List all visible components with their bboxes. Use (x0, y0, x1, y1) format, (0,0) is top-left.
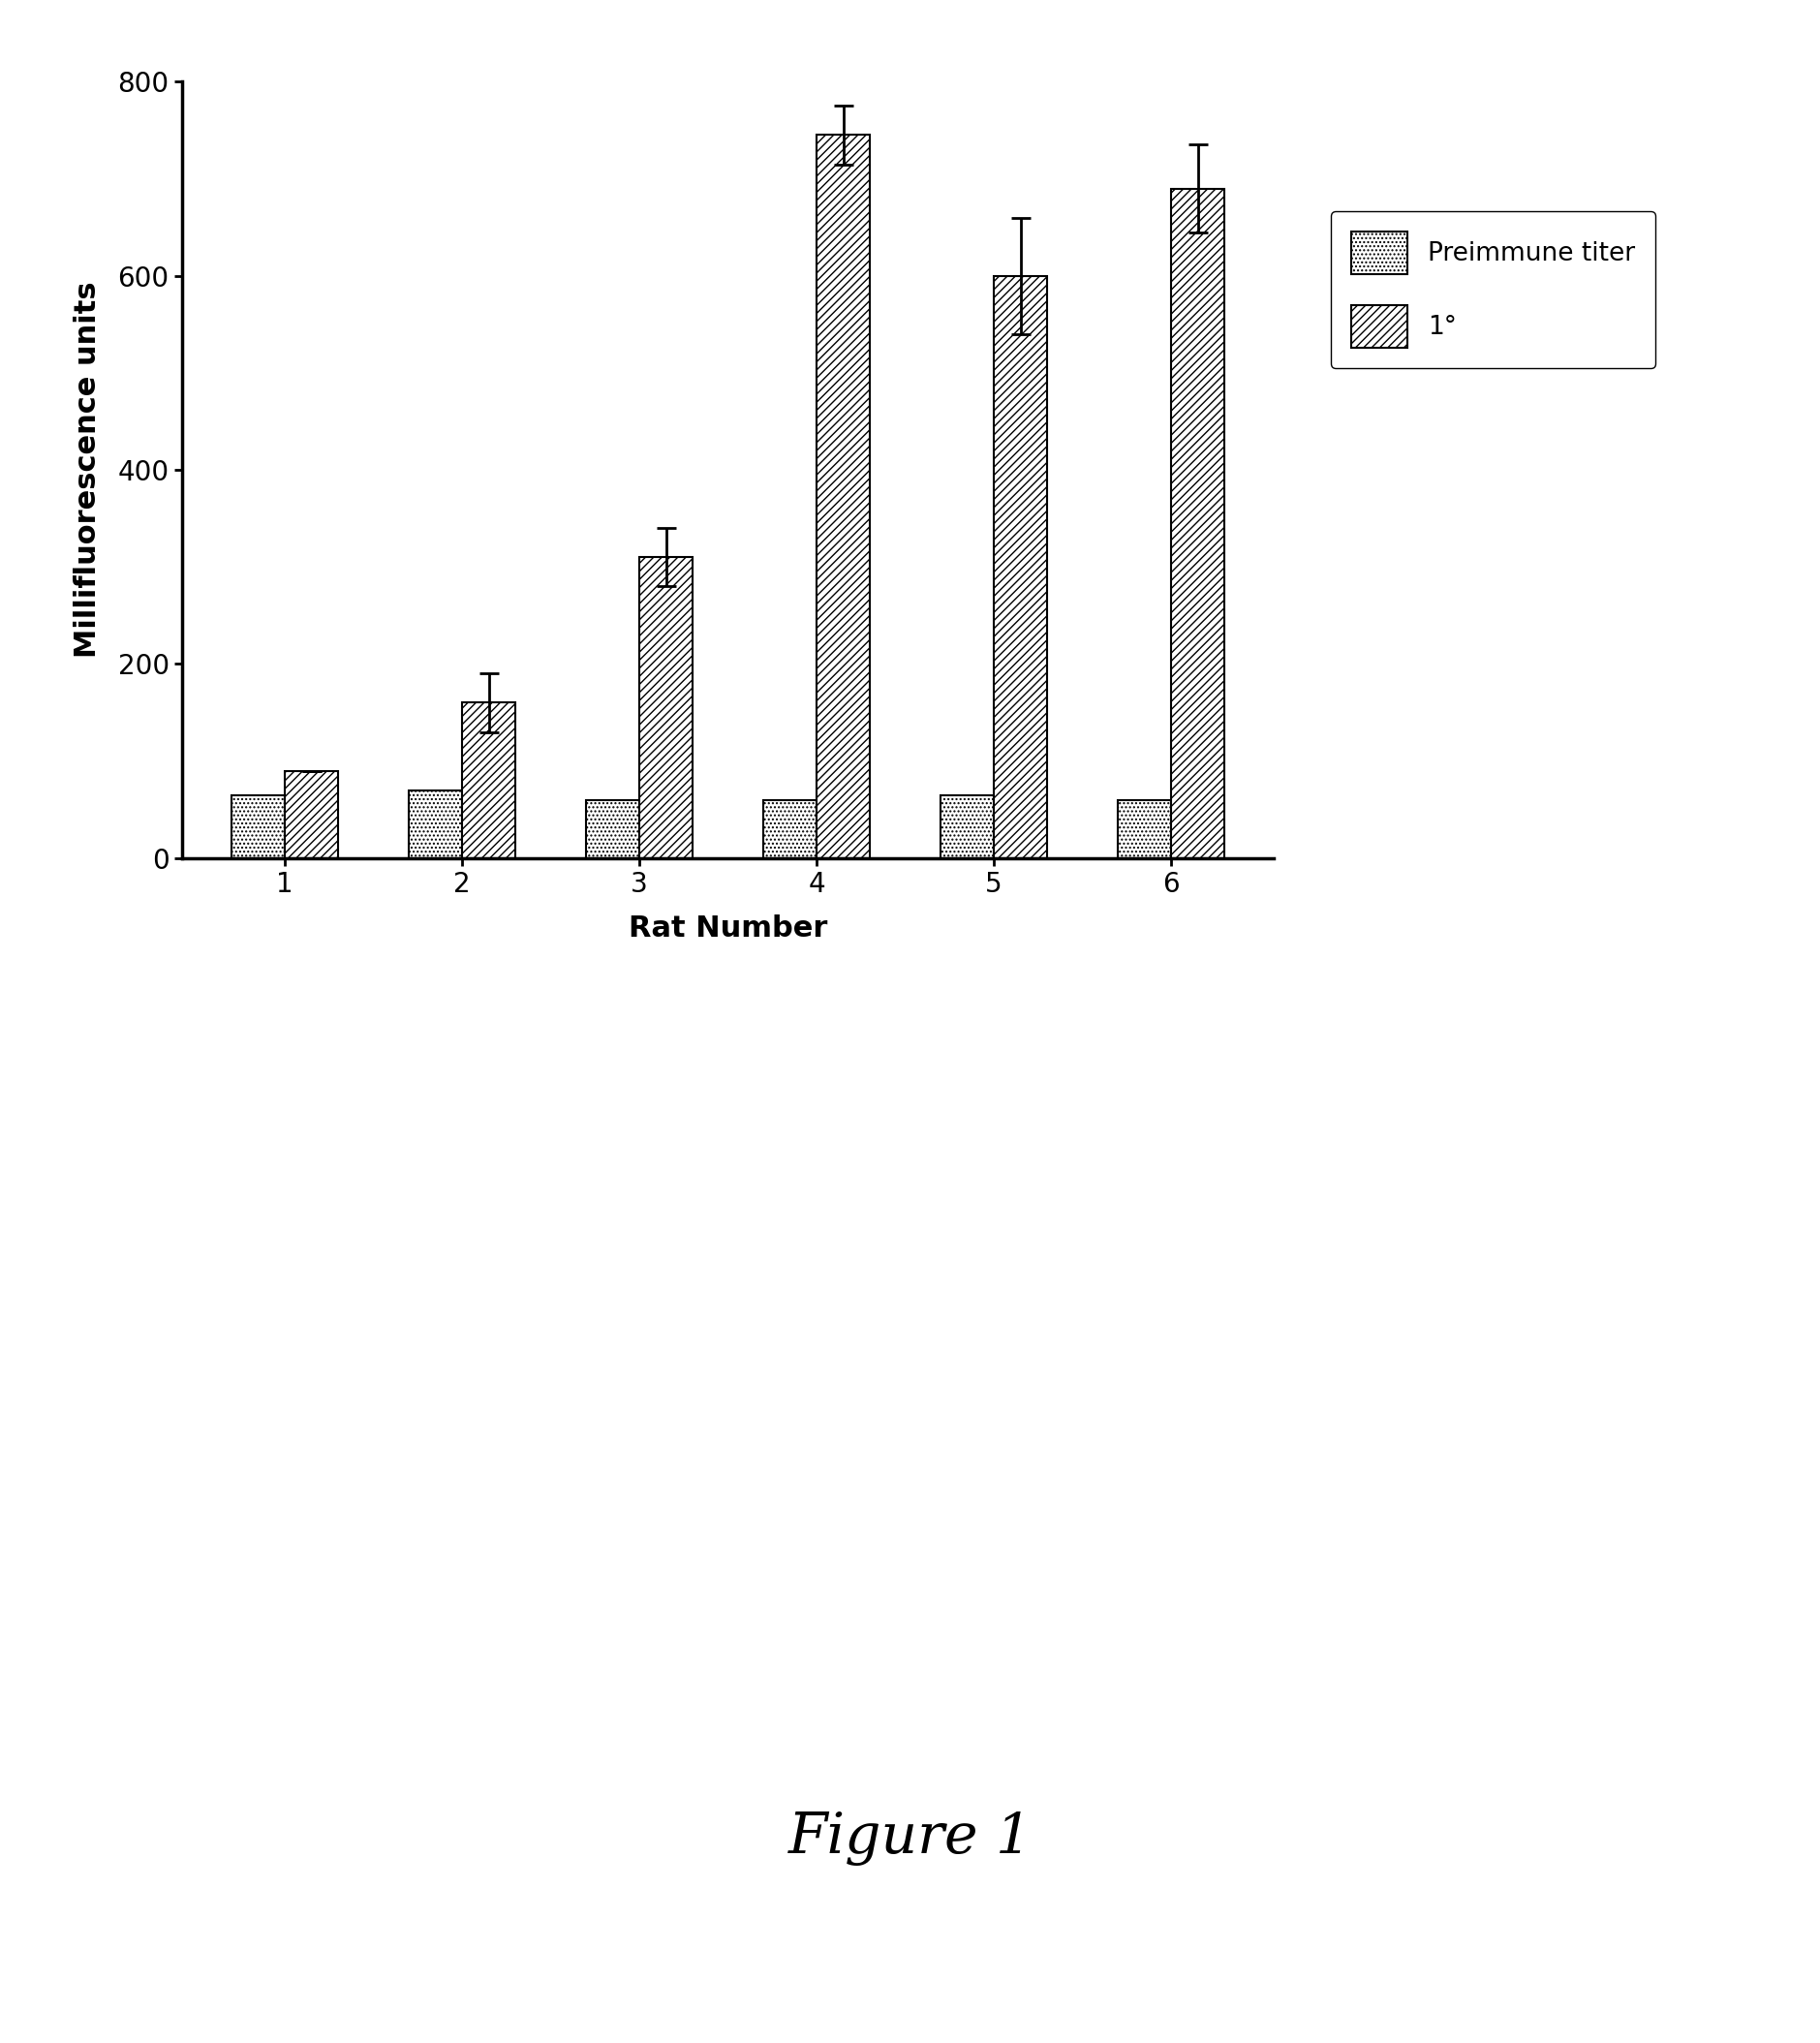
Bar (462, 703, 515, 858)
Bar (1172, 188, 1225, 858)
Bar (231, 795, 284, 858)
Bar (284, 770, 339, 858)
Bar (763, 799, 817, 858)
Legend: Preimmune titer, 1°: Preimmune titer, 1° (1330, 210, 1656, 368)
Bar (941, 795, 994, 858)
Y-axis label: Millifluorescence units: Millifluorescence units (73, 282, 102, 658)
Bar (410, 791, 462, 858)
Bar (586, 799, 639, 858)
X-axis label: Rat Number: Rat Number (628, 913, 828, 942)
Bar (1117, 799, 1172, 858)
Bar (817, 135, 870, 858)
Text: Figure 1: Figure 1 (788, 1812, 1032, 1865)
Bar (994, 276, 1046, 858)
Bar (639, 558, 693, 858)
